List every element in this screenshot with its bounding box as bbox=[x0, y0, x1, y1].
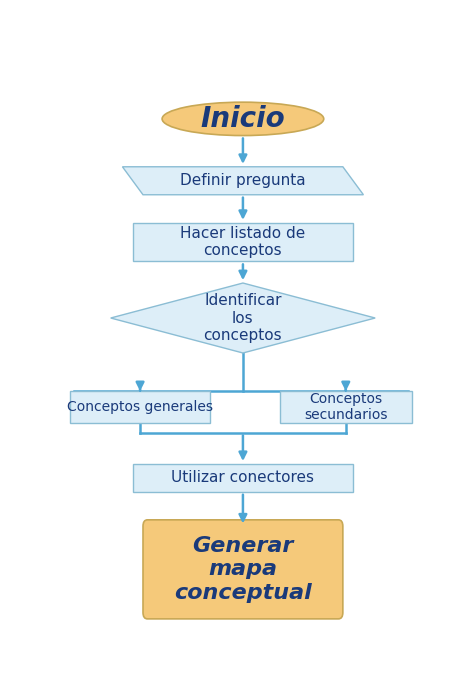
Polygon shape bbox=[110, 283, 375, 353]
Text: Inicio: Inicio bbox=[201, 105, 285, 133]
FancyBboxPatch shape bbox=[133, 464, 353, 492]
Polygon shape bbox=[122, 167, 364, 195]
Text: Utilizar conectores: Utilizar conectores bbox=[172, 470, 314, 485]
Text: Generar
mapa
conceptual: Generar mapa conceptual bbox=[174, 536, 312, 603]
Text: Conceptos
secundarios: Conceptos secundarios bbox=[304, 391, 388, 422]
Ellipse shape bbox=[162, 102, 324, 136]
Text: Definir pregunta: Definir pregunta bbox=[180, 173, 306, 188]
Text: Hacer listado de
conceptos: Hacer listado de conceptos bbox=[180, 226, 306, 259]
Text: Conceptos generales: Conceptos generales bbox=[67, 400, 213, 414]
FancyBboxPatch shape bbox=[133, 223, 353, 261]
FancyBboxPatch shape bbox=[70, 391, 210, 423]
FancyBboxPatch shape bbox=[280, 391, 412, 423]
Text: Identificar
los
conceptos: Identificar los conceptos bbox=[204, 293, 282, 343]
FancyBboxPatch shape bbox=[143, 520, 343, 619]
